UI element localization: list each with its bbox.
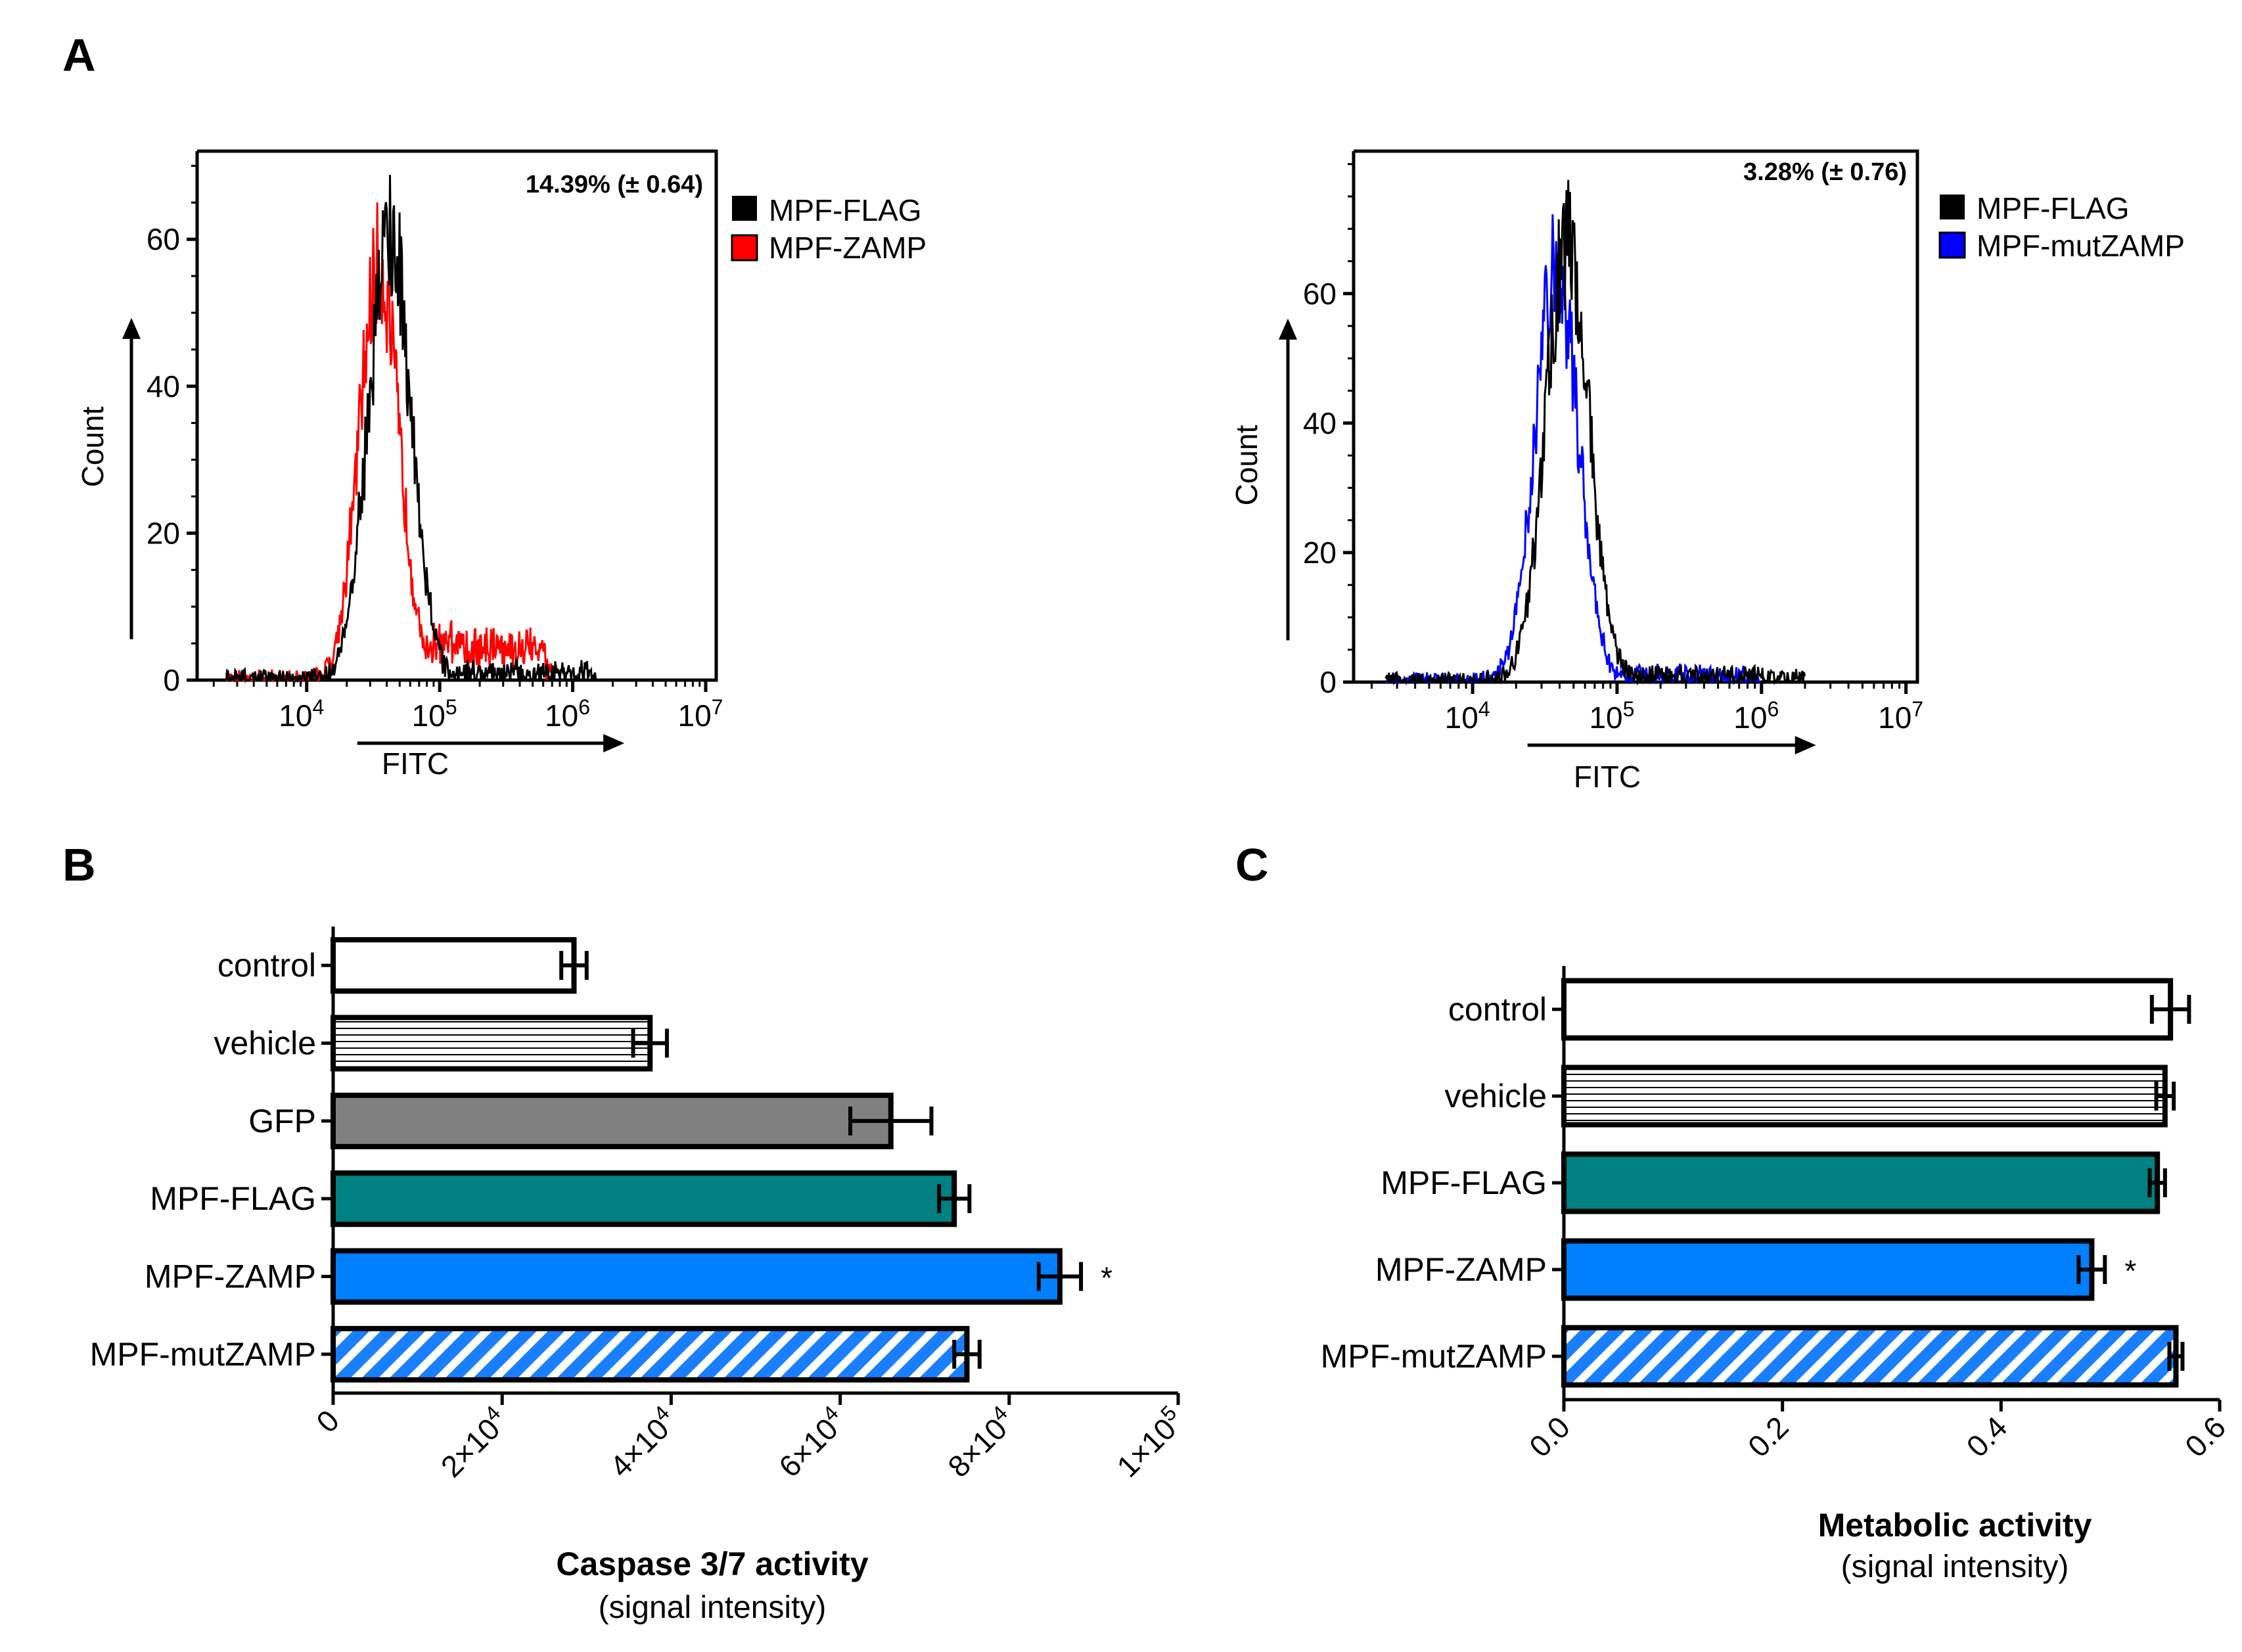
caspase-x-tick-label: 6×104 [770, 1401, 853, 1484]
error-bar-mpf-zamp [1036, 1262, 1084, 1291]
histogram-x-tick-label: 105 [412, 695, 457, 733]
histogram-y-tick-label: 40 [1303, 406, 1337, 440]
metabolic-x-tick-label: 0.6 [2178, 1410, 2232, 1463]
significance-marker: * [2124, 1254, 2136, 1288]
legend-label-mpf-flag: MPF-FLAG [769, 193, 922, 227]
error-bar-vehicle [631, 1028, 669, 1058]
panel-label-c: C [1235, 839, 1269, 890]
histogram-series-mpf-mutzamp [1385, 214, 1762, 686]
metabolic-x-tick-label: 0.0 [1522, 1410, 1576, 1463]
metabolic-category-label: MPF-mutZAMP [1321, 1338, 1547, 1375]
error-bar-vehicle [2154, 1082, 2176, 1111]
histogram-x-tick-label: 107 [1878, 697, 1923, 735]
legend-label-mpf-mutzamp: MPF-mutZAMP [1977, 229, 2185, 263]
bar-control [1561, 978, 2174, 1041]
caspase-x-tick-label: 4×104 [601, 1401, 683, 1484]
bar-chart-x-axis-title: Caspase 3/7 activity [556, 1546, 868, 1582]
histogram-series-mpf-flag [1384, 179, 1806, 686]
histogram-x-tick-label: 104 [1445, 697, 1490, 735]
error-bar-gfp [848, 1106, 934, 1136]
caspase-category-label: MPF-ZAMP [145, 1258, 316, 1295]
error-bar-mpf-mutzamp [952, 1339, 982, 1369]
bar-chart-x-axis-subtitle: (signal intensity) [599, 1590, 827, 1625]
histogram-x-arrowhead [1795, 736, 1816, 754]
histogram-y-tick-label: 60 [147, 222, 180, 256]
histogram-x-tick-label: 104 [279, 695, 324, 733]
error-bar-mpf-flag [2147, 1168, 2167, 1197]
histogram-plot-frame [1352, 149, 1919, 684]
histogram-x-tick-label: 105 [1589, 697, 1634, 735]
metabolic-category-label: vehicle [1444, 1078, 1547, 1114]
histogram-y-arrowhead [1279, 318, 1297, 340]
bar-control [331, 937, 577, 994]
caspase-x-tick-label: 8×104 [939, 1401, 1022, 1484]
bar-vehicle [331, 1015, 653, 1072]
bar-chart-x-axis-title: Metabolic activity [1818, 1507, 2092, 1544]
significance-marker: * [1101, 1261, 1112, 1295]
metabolic-x-tick-label: 0.2 [1741, 1410, 1795, 1463]
histogram-x-tick-label: 107 [677, 695, 723, 733]
histogram-y-axis-title: Count [1229, 424, 1264, 505]
caspase-x-tick-label: 1×105 [1108, 1401, 1191, 1484]
caspase-category-label: MPF-FLAG [150, 1180, 316, 1217]
legend-swatch-mpf-flag [1940, 195, 1965, 219]
histogram-chart-mpf-mutzamp: 3.28% (± 0.76) FITC Count MPF-FLAG MPF-m… [1229, 149, 2185, 794]
histogram-y-tick-label: 40 [147, 369, 180, 403]
caspase-category-label: vehicle [214, 1025, 316, 1062]
legend-label-mpf-zamp: MPF-ZAMP [769, 231, 927, 265]
histogram-x-axis-title: FITC [382, 746, 449, 781]
caspase-category-label: GFP [248, 1103, 316, 1139]
metabolic-category-label: control [1448, 991, 1547, 1028]
bar-mpf-flag [331, 1170, 957, 1228]
histogram-y-tick-label: 60 [1303, 277, 1337, 311]
metabolic-category-label: MPF-FLAG [1381, 1164, 1547, 1201]
error-bar-mpf-zamp [2076, 1255, 2107, 1284]
legend-swatch-mpf-zamp [731, 234, 758, 262]
panel-label-b: B [62, 839, 96, 890]
error-bar-control [559, 951, 589, 980]
error-bar-mpf-flag [937, 1184, 972, 1214]
bar-mpf-mutzamp [331, 1325, 970, 1383]
histogram-x-tick-label: 106 [1733, 697, 1779, 735]
panel-label-a: A [62, 30, 96, 81]
legend-label-mpf-flag: MPF-FLAG [1977, 191, 2130, 225]
bar-mpf-zamp [1561, 1238, 2095, 1301]
histogram-y-tick-label: 0 [1319, 665, 1337, 699]
bar-mpf-flag [1561, 1151, 2161, 1214]
histogram-series-mpf-flag [225, 175, 597, 684]
caspase-category-label: MPF-mutZAMP [90, 1336, 316, 1373]
histogram-stat-annotation: 14.39% (± 0.64) [526, 171, 703, 198]
bar-chart-metabolic: Metabolic activity (signal intensity) co… [1321, 966, 2232, 1584]
bar-mpf-zamp [331, 1248, 1063, 1305]
caspase-x-tick-label: 0 [309, 1403, 346, 1439]
metabolic-x-tick-label: 0.4 [1959, 1410, 2013, 1463]
bar-chart-caspase: Caspase 3/7 activity (signal intensity) … [90, 927, 1191, 1625]
histogram-y-tick-label: 20 [1303, 536, 1337, 570]
caspase-x-tick-label: 2×104 [432, 1401, 515, 1484]
histogram-y-tick-label: 20 [147, 516, 180, 550]
bar-chart-x-axis-subtitle: (signal intensity) [1841, 1549, 2069, 1584]
error-bar-mpf-mutzamp [2167, 1342, 2185, 1371]
histogram-chart-mpf-zamp: 14.39% (± 0.64) FITC Count MPF-FLAG MPF-… [76, 149, 927, 781]
histogram-x-arrowhead [603, 734, 625, 752]
caspase-category-label: control [217, 947, 316, 984]
bar-vehicle [1561, 1065, 2168, 1128]
histogram-y-tick-label: 0 [163, 663, 180, 697]
histogram-x-axis-title: FITC [1574, 760, 1641, 794]
metabolic-category-label: MPF-ZAMP [1375, 1251, 1547, 1288]
histogram-stat-annotation: 3.28% (± 0.76) [1743, 158, 1907, 186]
bar-gfp [331, 1092, 894, 1149]
error-bar-control [2149, 995, 2191, 1024]
histogram-y-axis-title: Count [76, 406, 110, 487]
legend-swatch-mpf-flag [732, 196, 757, 221]
histogram-y-arrowhead [122, 317, 141, 339]
legend-swatch-mpf-mutzamp [1938, 231, 1966, 259]
histogram-plot-frame [195, 149, 718, 682]
bar-mpf-mutzamp [1561, 1325, 2179, 1388]
histogram-x-tick-label: 106 [545, 695, 590, 733]
